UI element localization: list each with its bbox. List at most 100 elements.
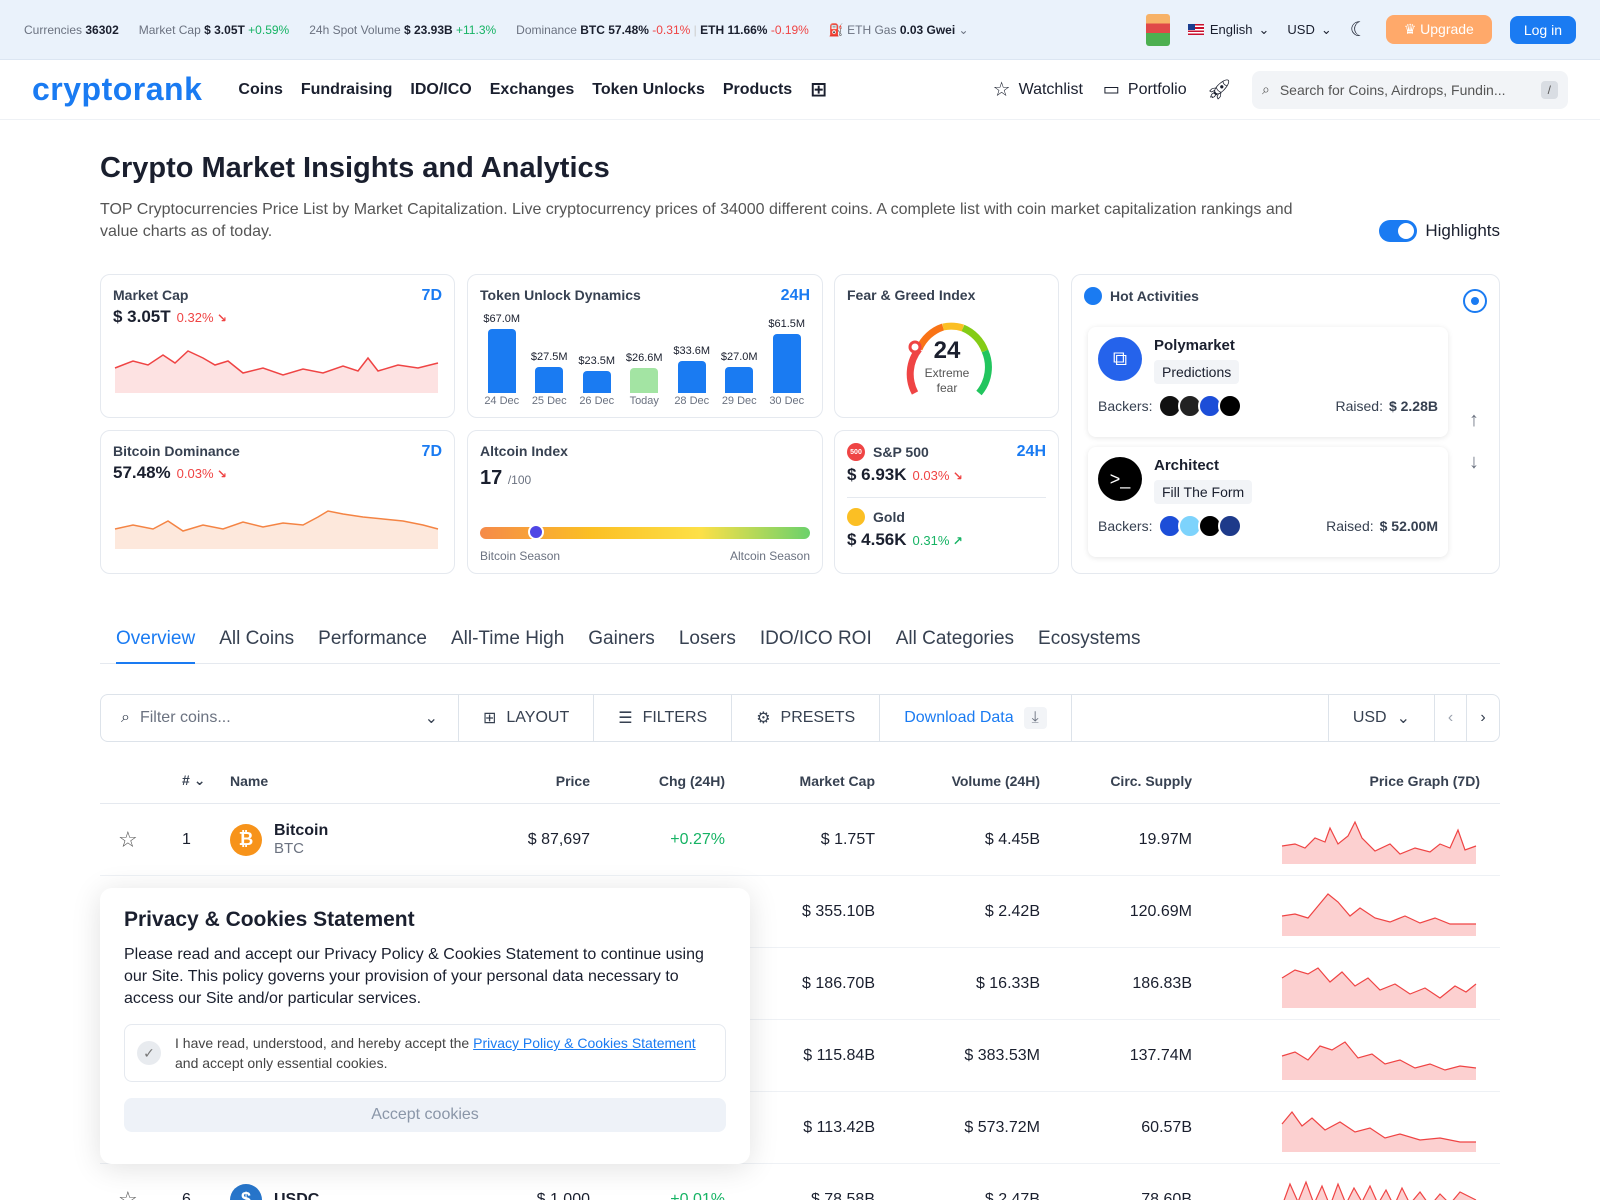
rocket-icon[interactable]: 🚀︎ [1206,79,1232,101]
cookie-consent-checkbox[interactable]: ✓ I have read, understood, and hereby ac… [124,1024,726,1082]
portfolio-link[interactable]: ▭ Portfolio [1102,79,1187,99]
cookie-dialog: Privacy & Cookies Statement Please read … [100,888,750,1164]
volume-cell: $ 383.53M [964,1046,1040,1064]
price-graph-cell [1192,1104,1490,1152]
table-row[interactable]: ☆ 6 $ USDC $ 1.000 +0.01% $ 78.58B $ 2.4… [100,1164,1500,1200]
tab-losers[interactable]: Losers [678,628,736,649]
backer-avatar[interactable] [1158,394,1183,418]
language-select[interactable]: English ⌄ [1187,22,1269,38]
upgrade-button[interactable]: ♛ Upgrade [1385,15,1492,44]
price-cell: $ 87,697 [527,830,590,848]
backer-avatar[interactable] [1218,514,1243,538]
refresh-timer-icon[interactable] [1463,289,1487,313]
table-row[interactable]: $ 186.70B $ 16.33B 186.83B [100,948,1500,1020]
download-data-button[interactable]: Download Data ⤓ [880,695,1072,741]
market-cap-card[interactable]: Market Cap 7D $ 3.05T 0.32% ↘ [100,274,455,418]
unlock-bar[interactable]: $23.5M 26 Dec [573,309,621,409]
table-row[interactable]: $ 113.42B $ 573.72M 60.57B [100,1092,1500,1164]
coin-name-cell[interactable]: $ USDC [230,1183,460,1200]
unlock-bar-label: 24 Dec [484,395,520,407]
arrow-down-icon[interactable]: ↓ [1469,451,1479,473]
tab-performance[interactable]: Performance [318,628,427,649]
unlock-bar[interactable]: $27.5M 25 Dec [526,309,574,409]
rank-sort[interactable]: # ⌄ [182,772,206,788]
star-icon: ☆ [992,79,1011,101]
check-icon[interactable]: ✓ [137,1041,161,1065]
nav-products[interactable]: Products [722,80,793,98]
header-name[interactable]: Name [230,772,269,789]
unlock-bar[interactable]: $33.6M 28 Dec [668,309,716,409]
promo-icon[interactable] [1145,13,1170,46]
scroll-left-button[interactable]: ‹ [1435,695,1467,741]
token-unlock-card[interactable]: Token Unlock Dynamics 24H $67.0M 24 Dec $2… [467,274,823,418]
nav-token-unlocks[interactable]: Token Unlocks [592,80,705,98]
unlock-bar-value: $23.5M [578,355,616,367]
logo[interactable]: cryptorank [32,71,203,107]
chevron-down-icon: ⌄ [958,22,969,37]
sp500-gold-card[interactable]: 500 S&P 500 24H $ 6.93K 0.03% ↘ Gold $ 4.5… [834,430,1059,574]
coin-name-cell[interactable]: ₿ Bitcoin BTC [230,822,460,857]
table-currency-select[interactable]: USD ⌄ [1327,695,1435,741]
tab-all-coins[interactable]: All Coins [219,628,295,649]
dark-mode-icon[interactable]: ☾ [1349,19,1368,41]
market-cap-cell: $ 78.58B [810,1190,875,1200]
unlock-bar[interactable]: $67.0M 24 Dec [478,309,526,409]
unlock-bar-label: Today [629,395,659,407]
unlock-bar[interactable]: $61.5M 30 Dec [763,309,811,409]
spot-volume-stat: 24h Spot Volume $ 23.93B +11.3% [309,22,497,37]
tab-gainers[interactable]: Gainers [588,628,655,649]
unlock-bar-value: $26.6M [625,352,663,364]
tab-ido-ico-roi[interactable]: IDO/ICO ROI [759,628,872,649]
eth-gas-stat[interactable]: ⛽ ETH Gas 0.03 Gwei ⌄ [828,22,969,37]
header-supply[interactable]: Circ. Supply [1110,772,1192,789]
price-graph-cell [1192,1032,1490,1080]
highlights-toggle[interactable]: Highlights [1379,220,1500,242]
arrow-down-right-icon: ↘ [949,469,963,483]
search-shortcut: / [1540,80,1558,99]
header-market-cap[interactable]: Market Cap [799,772,875,789]
unlock-bar[interactable]: $27.0M 29 Dec [716,309,764,409]
backer-avatar[interactable] [1218,394,1243,418]
search-icon: ⌕ [1262,81,1270,97]
tab-ecosystems[interactable]: Ecosystems [1038,628,1141,649]
chevron-down-icon: ⌄ [193,772,206,788]
unlock-bar-value: $33.6M [673,345,711,357]
login-button[interactable]: Log in [1509,15,1576,44]
table-row[interactable]: ☆ 1 ₿ Bitcoin BTC $ 87,697 +0.27% $ 1.75T… [100,804,1500,876]
nav-coins[interactable]: Coins [238,80,283,98]
star-icon[interactable]: ☆ [118,826,138,852]
presets-button[interactable]: ⚙ PRESETS [732,695,881,741]
grid-apps-icon[interactable]: ⊞ [810,79,827,101]
currency-select[interactable]: USD ⌄ [1287,21,1332,38]
star-icon[interactable]: ☆ [118,1186,138,1200]
filter-coins-input[interactable]: ⌕ Filter coins... ⌄ [101,695,459,741]
filters-button[interactable]: ☰ FILTERS [594,695,733,741]
watchlist-link[interactable]: ☆ Watchlist [992,79,1083,101]
header-volume[interactable]: Volume (24H) [951,772,1040,789]
unlock-bar[interactable]: $26.6M Today [621,309,669,409]
arrow-up-icon[interactable]: ↑ [1469,409,1479,431]
volume-cell: $ 4.45B [984,830,1040,848]
scroll-right-button[interactable]: › [1480,709,1486,726]
table-row[interactable]: $ 115.84B $ 383.53M 137.74M [100,1020,1500,1092]
nav-ido-ico[interactable]: IDO/ICO [410,80,472,98]
unlock-bar-value: $27.0M [720,351,758,363]
hot-item-architect[interactable]: >_ Architect Fill The Form Backers: Rais… [1088,447,1448,557]
fear-greed-card[interactable]: Fear & Greed Index 24 Extreme fear [834,274,1059,418]
tab-all-time-high[interactable]: All-Time High [450,628,565,649]
tab-overview[interactable]: Overview [116,628,196,664]
search-input[interactable]: ⌕ Search for Coins, Airdrops, Fundin... … [1252,70,1568,109]
header-price[interactable]: Price [555,772,590,789]
privacy-policy-link[interactable]: Privacy Policy & Cookies Statement [473,1035,696,1051]
nav-exchanges[interactable]: Exchanges [489,80,575,98]
nav-fundraising[interactable]: Fundraising [300,80,393,98]
toggle-switch[interactable] [1379,220,1418,242]
tab-all-categories[interactable]: All Categories [895,628,1015,649]
accept-cookies-button[interactable]: Accept cookies [124,1098,726,1132]
altcoin-index-card[interactable]: Altcoin Index 17 /100 Bitcoin Season Alt… [467,430,823,574]
table-row[interactable]: $ 355.10B $ 2.42B 120.69M [100,876,1500,948]
layout-button[interactable]: ⊞ LAYOUT [459,695,595,741]
hot-item-polymarket[interactable]: ⧉ Polymarket Predictions Backers: Raised… [1088,327,1448,437]
header-change[interactable]: Chg (24H) [658,772,725,789]
btc-dominance-card[interactable]: Bitcoin Dominance 7D 57.48% 0.03% ↘ [100,430,455,574]
